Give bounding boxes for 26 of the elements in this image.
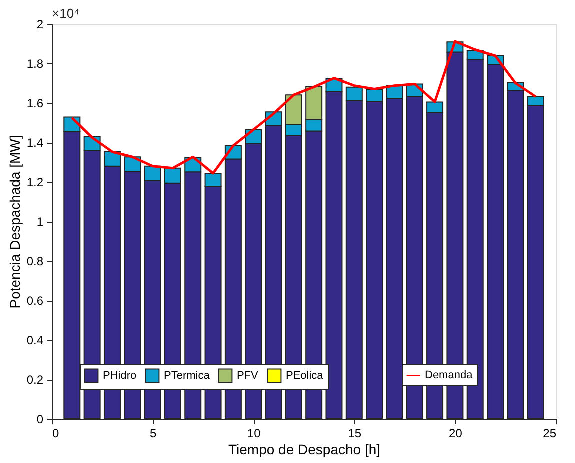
legend-label: PHidro xyxy=(103,370,137,382)
text: ×10⁴ xyxy=(52,6,80,21)
y-tick-label: 1.6 xyxy=(26,96,44,110)
x-tick-label: 15 xyxy=(348,426,362,440)
y-tick-label: 0.8 xyxy=(26,254,44,268)
y-tick-label: 1.8 xyxy=(26,57,44,71)
line-series xyxy=(70,40,538,175)
legend-label: PFV xyxy=(237,370,260,382)
legend-label: PTermica xyxy=(164,370,211,382)
x-tick-label: 20 xyxy=(449,426,463,440)
y-tick-label: 0.2 xyxy=(26,373,44,387)
x-tick-label: 10 xyxy=(247,426,262,440)
x-tick-label: 0 xyxy=(52,426,60,440)
y-tick-label: 0.4 xyxy=(26,334,44,348)
y-tick-label: 1.2 xyxy=(26,176,44,190)
x-tick-label: 25 xyxy=(543,426,557,440)
legend-label: Demanda xyxy=(425,370,474,382)
y-tick-label: 1.4 xyxy=(26,136,44,150)
x-axis-title: Tiempo de Despacho [h] xyxy=(228,442,381,458)
legend-label: PEolica xyxy=(286,370,324,382)
y-tick-label: 2 xyxy=(36,18,44,32)
y-axis-title: Potencia Despachada [MW] xyxy=(6,135,23,309)
x-tick-label: 5 xyxy=(150,426,157,440)
y-tick-label: 1 xyxy=(36,215,44,229)
y-tick-label: 0.6 xyxy=(26,294,44,308)
y-tick-label: 0 xyxy=(36,412,44,426)
